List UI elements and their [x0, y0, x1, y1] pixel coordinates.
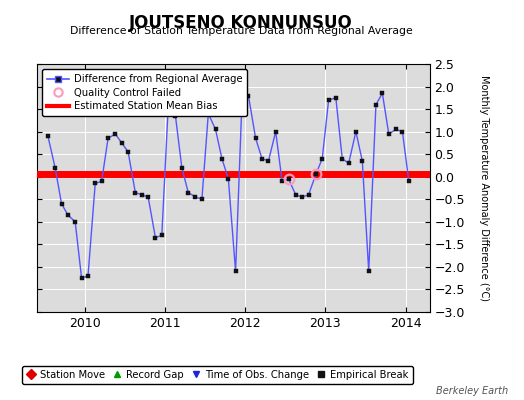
Y-axis label: Monthly Temperature Anomaly Difference (°C): Monthly Temperature Anomaly Difference (…: [479, 75, 489, 301]
Text: Difference of Station Temperature Data from Regional Average: Difference of Station Temperature Data f…: [70, 26, 412, 36]
Text: JOUTSENO KONNUNSUO: JOUTSENO KONNUNSUO: [129, 14, 353, 32]
Text: Berkeley Earth: Berkeley Earth: [436, 386, 508, 396]
Legend: Station Move, Record Gap, Time of Obs. Change, Empirical Break: Station Move, Record Gap, Time of Obs. C…: [23, 366, 412, 384]
